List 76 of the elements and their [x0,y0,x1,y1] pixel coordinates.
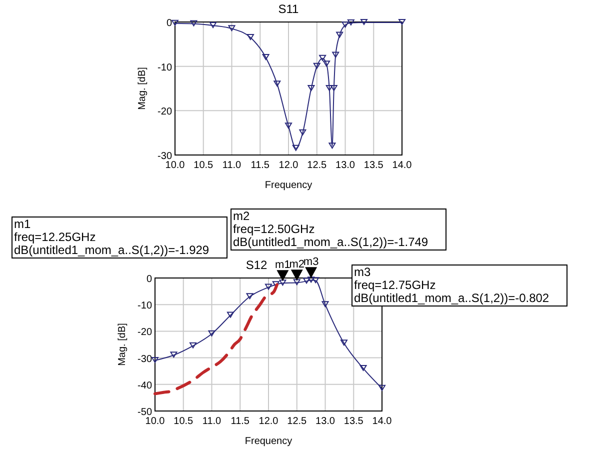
point [293,279,300,286]
point [210,22,217,28]
point [330,85,338,91]
point [360,364,367,371]
x-tick-label: 12.5 [307,160,328,171]
x-tick-label: 11.5 [250,160,270,171]
x-tick-label: 12.5 [287,416,308,427]
point [170,352,178,358]
point [360,18,368,25]
point [313,62,320,69]
point [398,18,406,25]
point [190,342,197,348]
y-tick-label: -50 [138,407,152,418]
x-axis-title: Frequency [264,180,312,191]
y-tick-label: -10 [158,62,172,74]
x-tick-label: 14.0 [372,416,392,427]
point [152,356,158,363]
point [326,85,333,91]
point [319,54,326,61]
x-tick-label: 11.5 [230,416,250,427]
point [279,280,286,286]
point [172,20,178,26]
y-tick-label: -20 [138,327,152,338]
point [342,22,349,28]
point [246,34,254,40]
point [208,330,216,336]
x-tick-label: 12.0 [258,416,279,427]
x-tick-label: 10.5 [174,416,194,427]
point [285,122,292,129]
point [322,301,329,308]
annotation: m1 [275,259,290,272]
point [328,142,336,149]
point [299,129,306,136]
y-tick-label: 0 [166,18,172,29]
x-tick-label: 10.0 [165,160,186,171]
x-tick-label: 11.0 [222,160,242,171]
point [228,25,236,32]
y-axis-title: Mag. [dB] [117,322,128,366]
point [308,276,315,283]
x-tick-label: 13.0 [316,416,336,427]
y-tick-label: -20 [158,106,172,118]
annotation: m3 [303,256,319,268]
y-tick-label: -30 [138,354,152,365]
y-tick-label: 0 [146,274,152,285]
y-axis-title: Mag. [dB] [137,66,148,110]
y-tick-label: -40 [138,380,152,392]
point [292,144,300,151]
point [262,54,270,60]
point [226,312,234,318]
point [347,19,354,26]
x-tick-label: 14.0 [392,160,412,171]
chart-title: S12 [246,258,268,272]
point [246,293,254,300]
point [378,384,386,391]
point [265,284,272,290]
x-axis-title: Frequency [244,436,292,447]
x-tick-label: 13.0 [336,160,356,171]
point [308,85,315,91]
x-tick-label: 12.0 [278,160,299,171]
point [312,277,320,284]
annotation: m2 [289,258,305,271]
point [303,278,310,284]
point [340,340,348,346]
point [274,80,281,87]
y-tick-label: -30 [158,151,172,162]
x-tick-label: 13.5 [364,160,384,171]
x-tick-label: 10.0 [145,416,166,427]
point [323,60,330,67]
x-tick-label: 10.5 [194,160,214,171]
chart-title: S11 [278,2,300,16]
x-tick-label: 13.5 [344,416,364,427]
point [190,20,198,26]
point [336,32,344,38]
point [332,52,340,58]
x-tick-label: 11.0 [202,416,222,427]
y-tick-label: -10 [138,300,152,312]
